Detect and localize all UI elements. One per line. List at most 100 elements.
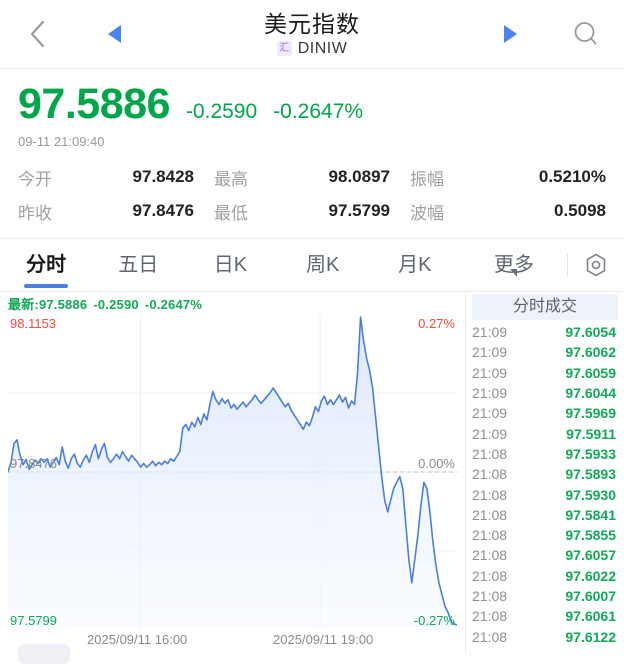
trade-tick-row[interactable]: 21:08 97.5855 [466,525,624,545]
trade-tick-price: 97.6044 [565,385,616,402]
last-price: 97.5886 [18,80,170,128]
stat-amplitude: 振幅 0.5210% [410,165,606,190]
chart-latest-readout: 最新:97.5886 -0.2590 -0.2647% [0,292,465,314]
x-axis-tick: 2025/09/11 16:00 [87,632,188,647]
trade-tick-time: 21:08 [472,628,508,645]
stat-value: 0.5210% [538,167,606,186]
trade-tick-time: 21:08 [472,527,508,544]
trade-tick-price: 97.6062 [565,344,616,361]
chart-pane[interactable]: 最新:97.5886 -0.2590 -0.2647% [0,292,465,664]
intraday-line-chart [8,314,457,630]
chart-latest-change: -0.2590 [93,297,139,312]
trade-tick-time: 21:08 [472,445,508,462]
trade-tick-time: 21:09 [472,324,508,341]
chart-settings-button[interactable] [568,239,624,291]
stat-label: 最低 [214,203,248,223]
next-symbol-button[interactable] [472,0,548,68]
stat-label: 振幅 [410,169,444,189]
trade-tick-price: 97.6059 [565,364,616,381]
stat-label: 最高 [214,169,248,189]
trade-tick-time: 21:08 [472,486,508,503]
trade-tick-price: 97.5930 [565,486,616,503]
trade-tick-price: 97.5969 [565,405,616,422]
trade-tick-time: 21:08 [472,506,508,523]
chart-latest-price: 97.5886 [38,297,88,312]
chart-period-tabs: 分时 五日 日K 周K 月K 更多 [0,239,624,292]
prev-symbol-button[interactable] [76,0,152,68]
trade-tick-price: 97.5855 [565,527,616,544]
tab-monthly-k[interactable]: 月K [369,239,461,291]
trade-tick-time: 21:08 [472,588,508,604]
search-button[interactable] [548,0,624,68]
stats-row: 昨收 97.8476 最低 97.5799 波幅 0.5098 [18,194,606,228]
trade-tick-row[interactable]: 21:08 97.6057 [466,545,624,565]
stat-label: 波幅 [410,203,444,223]
triangle-left-icon [107,25,121,43]
plot-area[interactable]: 98.1153 0.27% 97.8476 0.00% 97.5799 -0.2… [8,314,457,630]
trade-tick-row[interactable]: 21:08 97.5841 [466,505,624,525]
trade-tick-row[interactable]: 21:09 97.5911 [466,423,624,443]
trade-tick-row[interactable]: 21:09 97.6054 [466,322,624,342]
trade-tick-time: 21:09 [472,405,508,422]
tab-label: 月K [398,254,432,276]
stat-value: 97.5799 [328,201,390,220]
trade-tick-time: 21:09 [472,425,508,442]
trade-tick-price: 97.5841 [565,506,616,523]
chart-latest-change-pct: -0.2647% [144,297,203,312]
trade-tick-time: 21:08 [472,466,508,483]
trade-tick-row[interactable]: 21:09 97.6044 [466,383,624,403]
trade-tick-row[interactable]: 21:08 97.6122 [466,626,624,646]
trade-tick-price: 97.5911 [566,425,616,442]
price-block: 97.5886 -0.2590 -0.2647% 09-11 21:09:40 [0,69,624,156]
tab-intraday[interactable]: 分时 [0,239,92,291]
trade-tick-price: 97.5933 [565,445,616,462]
stat-prev-close: 昨收 97.8476 [18,199,214,224]
trade-tick-price: 97.6122 [565,628,616,645]
trade-tick-row[interactable]: 21:09 97.5969 [466,403,624,423]
tab-more[interactable]: 更多 [461,239,567,291]
trade-tick-price: 97.6022 [565,567,616,584]
tab-label: 五日 [118,254,159,276]
header-title-group: 美元指数 汇 DINIW [152,11,472,58]
trade-tick-row[interactable]: 21:09 97.6059 [466,363,624,383]
tab-label: 日K [213,254,248,276]
trade-ticks-panel: 分时成交 21:09 97.6054 21:09 97.6062 21:09 97.605… [465,292,624,654]
trade-panel-title: 分时成交 [472,294,618,320]
chart-area-fill [8,317,457,630]
trade-tick-row[interactable]: 21:08 97.5933 [466,444,624,464]
price-row: 97.5886 -0.2590 -0.2647% [18,79,606,129]
fx-badge-icon: 汇 [276,41,292,56]
symbol-code: DINIW [297,39,348,57]
trade-tick-time: 21:08 [472,547,508,564]
tab-label: 分时 [26,254,67,276]
tab-daily-k[interactable]: 日K [184,239,276,291]
chart-latest-prefix: 最新: [8,297,39,312]
back-button[interactable] [0,0,76,68]
trade-tick-row[interactable]: 21:09 97.6062 [466,342,624,362]
stat-label: 昨收 [18,203,52,223]
price-change: -0.2590 [185,100,258,123]
trade-tick-time: 21:09 [472,344,508,361]
trade-tick-row[interactable]: 21:08 97.6007 [466,586,624,606]
trade-tick-row[interactable]: 21:08 97.5893 [466,464,624,484]
trade-tick-row[interactable]: 21:08 97.6061 [466,606,624,626]
trade-tick-row[interactable]: 21:08 97.6022 [466,566,624,586]
stat-open: 今开 97.8428 [18,165,214,190]
stat-value: 0.5098 [554,201,606,220]
trade-tick-price: 97.6061 [565,608,616,625]
trade-tick-price: 97.6057 [565,547,616,564]
trade-ticks-list[interactable]: 21:09 97.6054 21:09 97.6062 21:09 97.6059 21:0… [466,320,624,654]
indicator-chip[interactable] [18,644,70,664]
toolbar-divider [566,254,568,276]
trade-tick-row[interactable]: 21:08 97.5930 [466,484,624,504]
trade-tick-price: 97.6054 [565,324,616,341]
tab-five-day[interactable]: 五日 [92,239,184,291]
tab-weekly-k[interactable]: 周K [277,239,369,291]
stat-value: 97.8428 [132,167,194,186]
app-header: 美元指数 汇 DINIW [0,0,624,69]
trade-tick-price: 97.5893 [565,466,616,483]
x-axis-tick: 2025/09/11 19:00 [273,632,374,647]
trade-tick-time: 21:09 [472,385,508,402]
stat-range: 波幅 0.5098 [410,199,606,224]
